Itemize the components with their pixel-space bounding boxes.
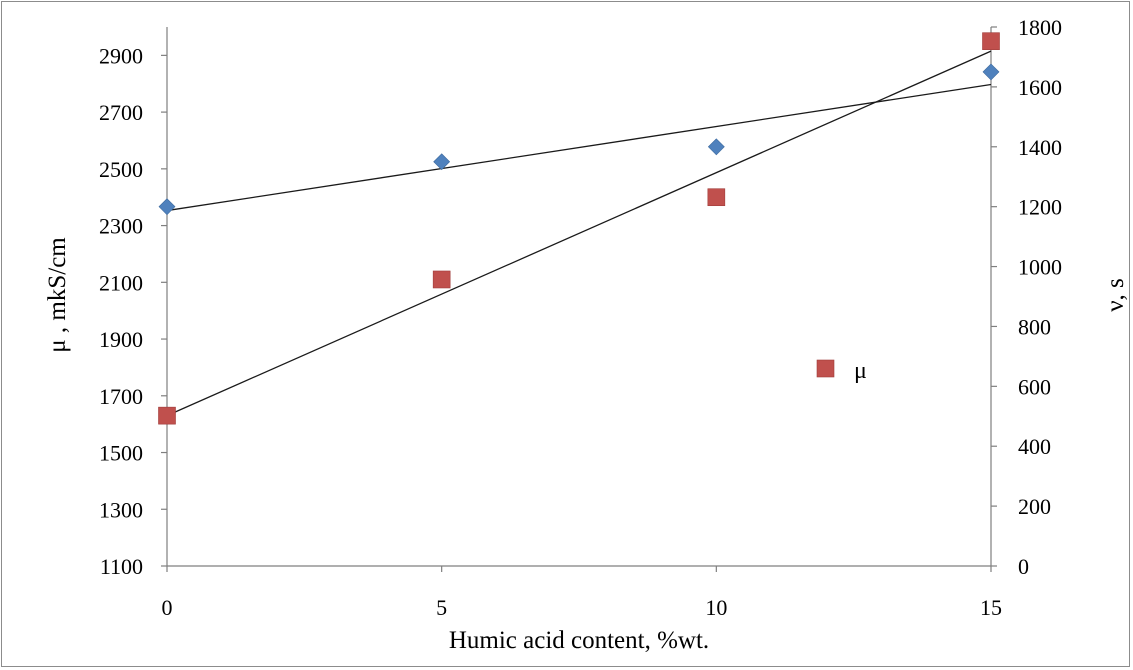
right-y-tick-label: 1800 [1018, 15, 1062, 40]
square-marker [707, 188, 726, 207]
diamond-marker [433, 153, 451, 171]
right-y-tick-label: 200 [1018, 494, 1051, 519]
left-y-tick-label: 1300 [99, 497, 143, 522]
left-y-tick-label: 2900 [99, 43, 143, 68]
left-y-tick-label: 2700 [99, 100, 143, 125]
right-y-tick-label: 1600 [1018, 75, 1062, 100]
right-y-tick-label: 1000 [1018, 255, 1062, 280]
square-marker [432, 270, 451, 289]
diamond-marker [158, 198, 176, 216]
right-y-tick-label: 600 [1018, 374, 1051, 399]
x-axis-title: Humic acid content, %wt. [449, 627, 709, 654]
tick-marks [161, 26, 997, 572]
left-y-tick-label: 2300 [99, 214, 143, 239]
left-y-tick-label: 1500 [99, 441, 143, 466]
data-points [158, 32, 1000, 425]
right-y-tick-label: 400 [1018, 434, 1051, 459]
square-marker [158, 406, 176, 425]
tick-labels: 1100130015001700190021002300250027002900… [99, 15, 1062, 620]
legend-swatch-mu [816, 359, 835, 378]
diamond-marker [982, 63, 1000, 81]
left-y-tick-label: 2500 [99, 157, 143, 182]
x-tick-label: 10 [705, 595, 727, 620]
left-y-tick-label: 2100 [99, 270, 143, 295]
legend: μ [816, 358, 867, 384]
right-y-axis-title: ν, s [1102, 278, 1129, 312]
trendlines [166, 50, 992, 417]
diamond-marker [707, 138, 725, 156]
right-y-tick-label: 1200 [1018, 195, 1062, 220]
x-tick-label: 5 [436, 595, 447, 620]
square-marker [982, 32, 1000, 50]
left-y-tick-label: 1700 [99, 384, 143, 409]
right-y-tick-label: 800 [1018, 314, 1051, 339]
left-y-tick-label: 1100 [100, 554, 143, 579]
x-tick-label: 15 [980, 595, 1002, 620]
right-y-tick-label: 0 [1018, 554, 1029, 579]
trendline-series-0 [166, 50, 992, 417]
right-y-tick-label: 1400 [1018, 135, 1062, 160]
left-y-axis-title: μ , mkS/cm [44, 237, 71, 353]
axes [166, 27, 992, 567]
legend-label-mu: μ [854, 358, 867, 384]
trendline-series-1 [166, 83, 992, 212]
left-y-tick-label: 1900 [99, 327, 143, 352]
x-tick-label: 0 [162, 595, 173, 620]
